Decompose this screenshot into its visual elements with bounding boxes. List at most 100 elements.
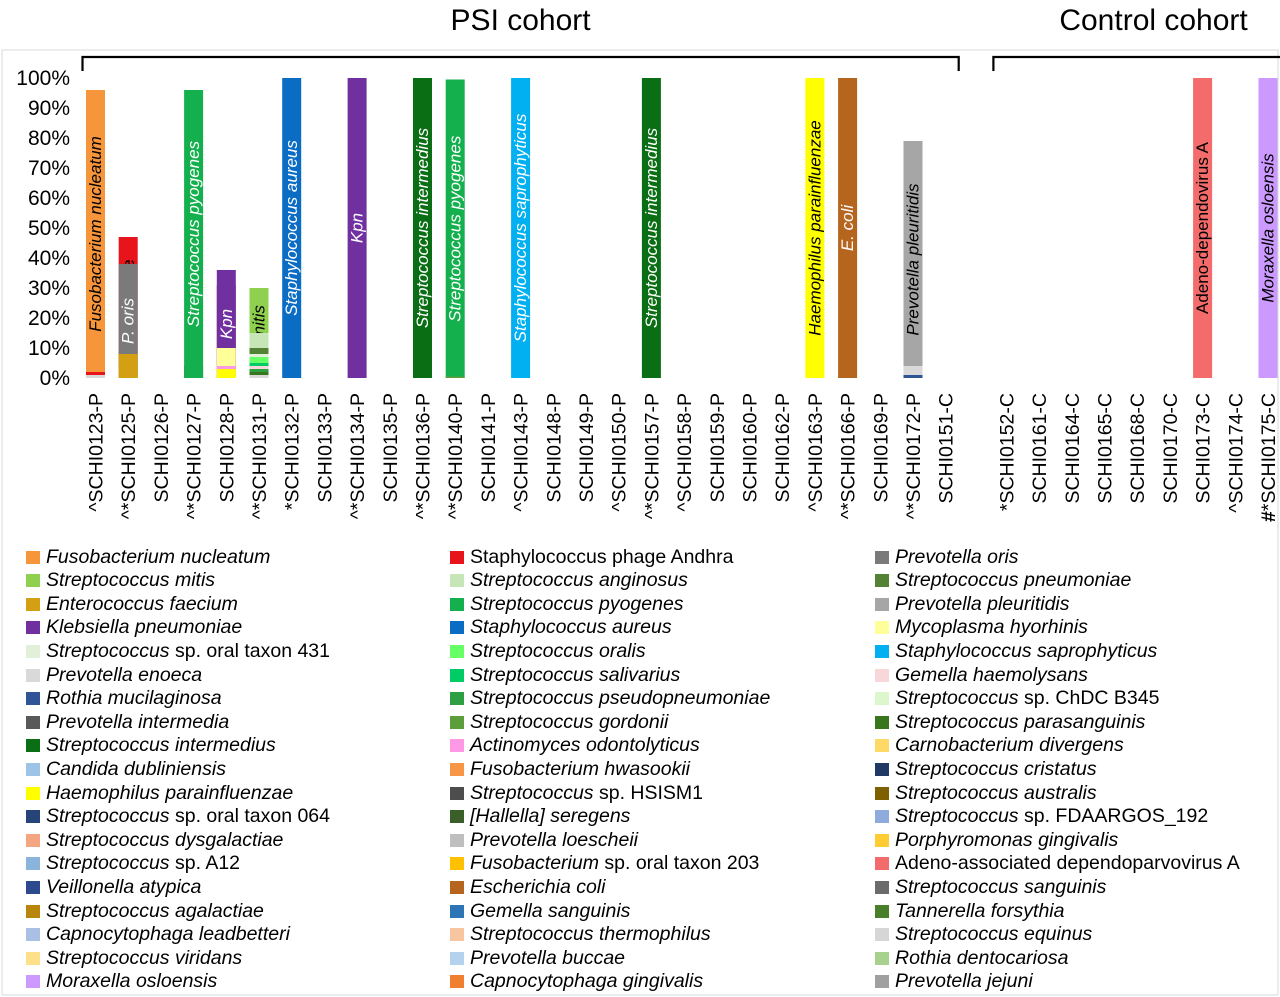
legend-item: Streptococcus australis bbox=[875, 782, 1097, 804]
y-tick-label: 100% bbox=[16, 67, 70, 90]
legend-item: Enterococcus faecium bbox=[26, 593, 238, 615]
legend-swatch bbox=[450, 644, 464, 658]
legend-item: Prevotella loescheii bbox=[450, 829, 638, 851]
cohort-bracket bbox=[81, 55, 960, 71]
legend-item: Fusobacterium nucleatum bbox=[26, 546, 270, 568]
x-tick-label: SCHI0148-P bbox=[543, 393, 565, 502]
legend-label: Staphylococcus aureus bbox=[470, 616, 672, 639]
bar-segment bbox=[86, 90, 105, 378]
bar: Streptococcus intermedius bbox=[413, 78, 432, 378]
legend-swatch bbox=[450, 715, 464, 729]
legend-swatch bbox=[26, 597, 40, 611]
legend-swatch bbox=[26, 951, 40, 965]
legend-item: Streptococcus agalactiae bbox=[26, 900, 264, 922]
bar-segment bbox=[347, 78, 367, 378]
legend-label: Streptococcus intermedius bbox=[46, 734, 276, 757]
legend-item: Klebsiella pneumoniae bbox=[26, 616, 242, 639]
legend-swatch bbox=[450, 762, 464, 776]
legend-item: [Hallella] seregens bbox=[450, 805, 630, 828]
legend-item: Mycoplasma hyorhinis bbox=[875, 616, 1088, 639]
legend-item: Rothia dentocariosa bbox=[875, 947, 1068, 969]
legend-swatch bbox=[450, 810, 464, 824]
y-tick-label: 50% bbox=[28, 217, 70, 240]
legend-swatch bbox=[26, 857, 40, 871]
legend-item: Streptococcus parasanguinis bbox=[875, 711, 1145, 733]
legend-label: Streptococcus sp. FDAARGOS_192 bbox=[895, 805, 1209, 828]
legend-swatch bbox=[875, 857, 889, 871]
legend-item: Prevotella oris bbox=[875, 546, 1019, 568]
legend-swatch bbox=[26, 810, 40, 824]
legend-label: Capnocytophaga leadbetteri bbox=[46, 923, 290, 946]
legend-label: Porphyromonas gingivalis bbox=[895, 828, 1119, 851]
legend-label: Streptococcus oralis bbox=[470, 639, 646, 662]
x-tick-label: ^*SCHI0166-P bbox=[838, 393, 860, 519]
legend-label: Prevotella intermedia bbox=[46, 710, 230, 733]
bar-segment bbox=[805, 78, 825, 378]
legend-item: Prevotella enoeca bbox=[26, 664, 202, 686]
legend-item: Carnobacterium divergens bbox=[875, 734, 1124, 757]
y-tick-label: 40% bbox=[28, 247, 70, 270]
legend-swatch bbox=[450, 550, 464, 564]
y-tick-label: 90% bbox=[28, 97, 70, 120]
x-tick-label: SCHI0164-C bbox=[1062, 393, 1084, 504]
legend-swatch bbox=[875, 668, 889, 682]
bar-segment bbox=[184, 90, 204, 378]
bar-segment bbox=[249, 375, 269, 378]
legend-swatch bbox=[875, 833, 889, 847]
legend-item: Adeno-associated dependoparvovirus A bbox=[875, 852, 1240, 875]
legend-item: Rothia mucilaginosa bbox=[26, 687, 222, 710]
legend-swatch bbox=[26, 904, 40, 918]
legend-label: Adeno-associated dependoparvovirus A bbox=[895, 852, 1240, 875]
bar: E. coli bbox=[838, 78, 858, 378]
bar-segment bbox=[216, 369, 236, 378]
legend-swatch bbox=[26, 668, 40, 682]
bar: S. mitis bbox=[249, 288, 269, 378]
legend-swatch bbox=[450, 786, 464, 800]
bar: Staph phageP. oris bbox=[118, 237, 138, 378]
legend-item: Streptococcus gordonii bbox=[450, 711, 668, 733]
x-tick-label: #*SCHI0175-C bbox=[1258, 393, 1280, 522]
legend-item: Streptococcus dysgalactiae bbox=[26, 829, 283, 851]
legend-label: Tannerella forsythia bbox=[895, 899, 1065, 922]
bar: Streptococcus pyogenes bbox=[445, 79, 465, 378]
legend-label: Haemophilus parainfluenzae bbox=[46, 781, 294, 804]
x-tick-label: SCHI0170-C bbox=[1160, 393, 1182, 504]
legend-swatch bbox=[26, 786, 40, 800]
legend-label: Streptococcus pneumoniae bbox=[895, 569, 1132, 592]
legend-label: Moraxella osloensis bbox=[46, 970, 218, 993]
legend-swatch bbox=[875, 739, 889, 753]
legend-label: Fusobacterium sp. oral taxon 203 bbox=[470, 852, 760, 875]
legend-swatch bbox=[26, 975, 40, 989]
y-tick-label: 20% bbox=[28, 307, 70, 330]
cohort-label: PSI cohort bbox=[451, 4, 592, 37]
x-tick-label: ^*SCHI0131-P bbox=[249, 393, 271, 519]
legend-item: Prevotella jejuni bbox=[875, 970, 1033, 993]
x-tick-label: ^SCHI0158-P bbox=[674, 393, 696, 512]
legend-item: Streptococcus sp. ChDC B345 bbox=[875, 687, 1160, 710]
legend-label: Staphylococcus phage Andhra bbox=[470, 545, 734, 568]
x-tick-label: SCHI0160-P bbox=[740, 393, 762, 502]
legend-swatch bbox=[875, 597, 889, 611]
legend-swatch bbox=[450, 621, 464, 635]
legend-swatch bbox=[450, 833, 464, 847]
bar-segment bbox=[86, 375, 105, 378]
bar: Adeno-dependovirus A bbox=[1193, 78, 1213, 378]
legend-label: Streptococcus sp. ChDC B345 bbox=[895, 687, 1160, 710]
y-tick-label: 30% bbox=[28, 277, 70, 300]
data-label: Streptococcus pyogenes bbox=[184, 140, 203, 327]
legend-label: Streptococcus salivarius bbox=[470, 663, 681, 686]
x-tick-label: ^SCHI0163-P bbox=[805, 393, 827, 512]
data-label: Haemophilus parainfluenzae bbox=[805, 120, 824, 335]
legend-label: Streptococcus sp. oral taxon 431 bbox=[46, 639, 330, 662]
legend-label: Streptococcus gordonii bbox=[470, 710, 669, 733]
y-tick-label: 0% bbox=[40, 367, 70, 390]
legend-label: Streptococcus equinus bbox=[895, 923, 1093, 946]
x-tick-label: ^SCHI0123-P bbox=[86, 393, 108, 512]
x-tick-label: SCHI0133-P bbox=[314, 393, 336, 502]
bar-segment bbox=[1258, 78, 1278, 378]
legend-item: Streptococcus pyogenes bbox=[450, 593, 684, 615]
data-label: Streptococcus intermedius bbox=[413, 127, 432, 328]
legend-label: Gemella sanguinis bbox=[470, 899, 631, 922]
legend-item: Prevotella intermedia bbox=[26, 711, 229, 733]
